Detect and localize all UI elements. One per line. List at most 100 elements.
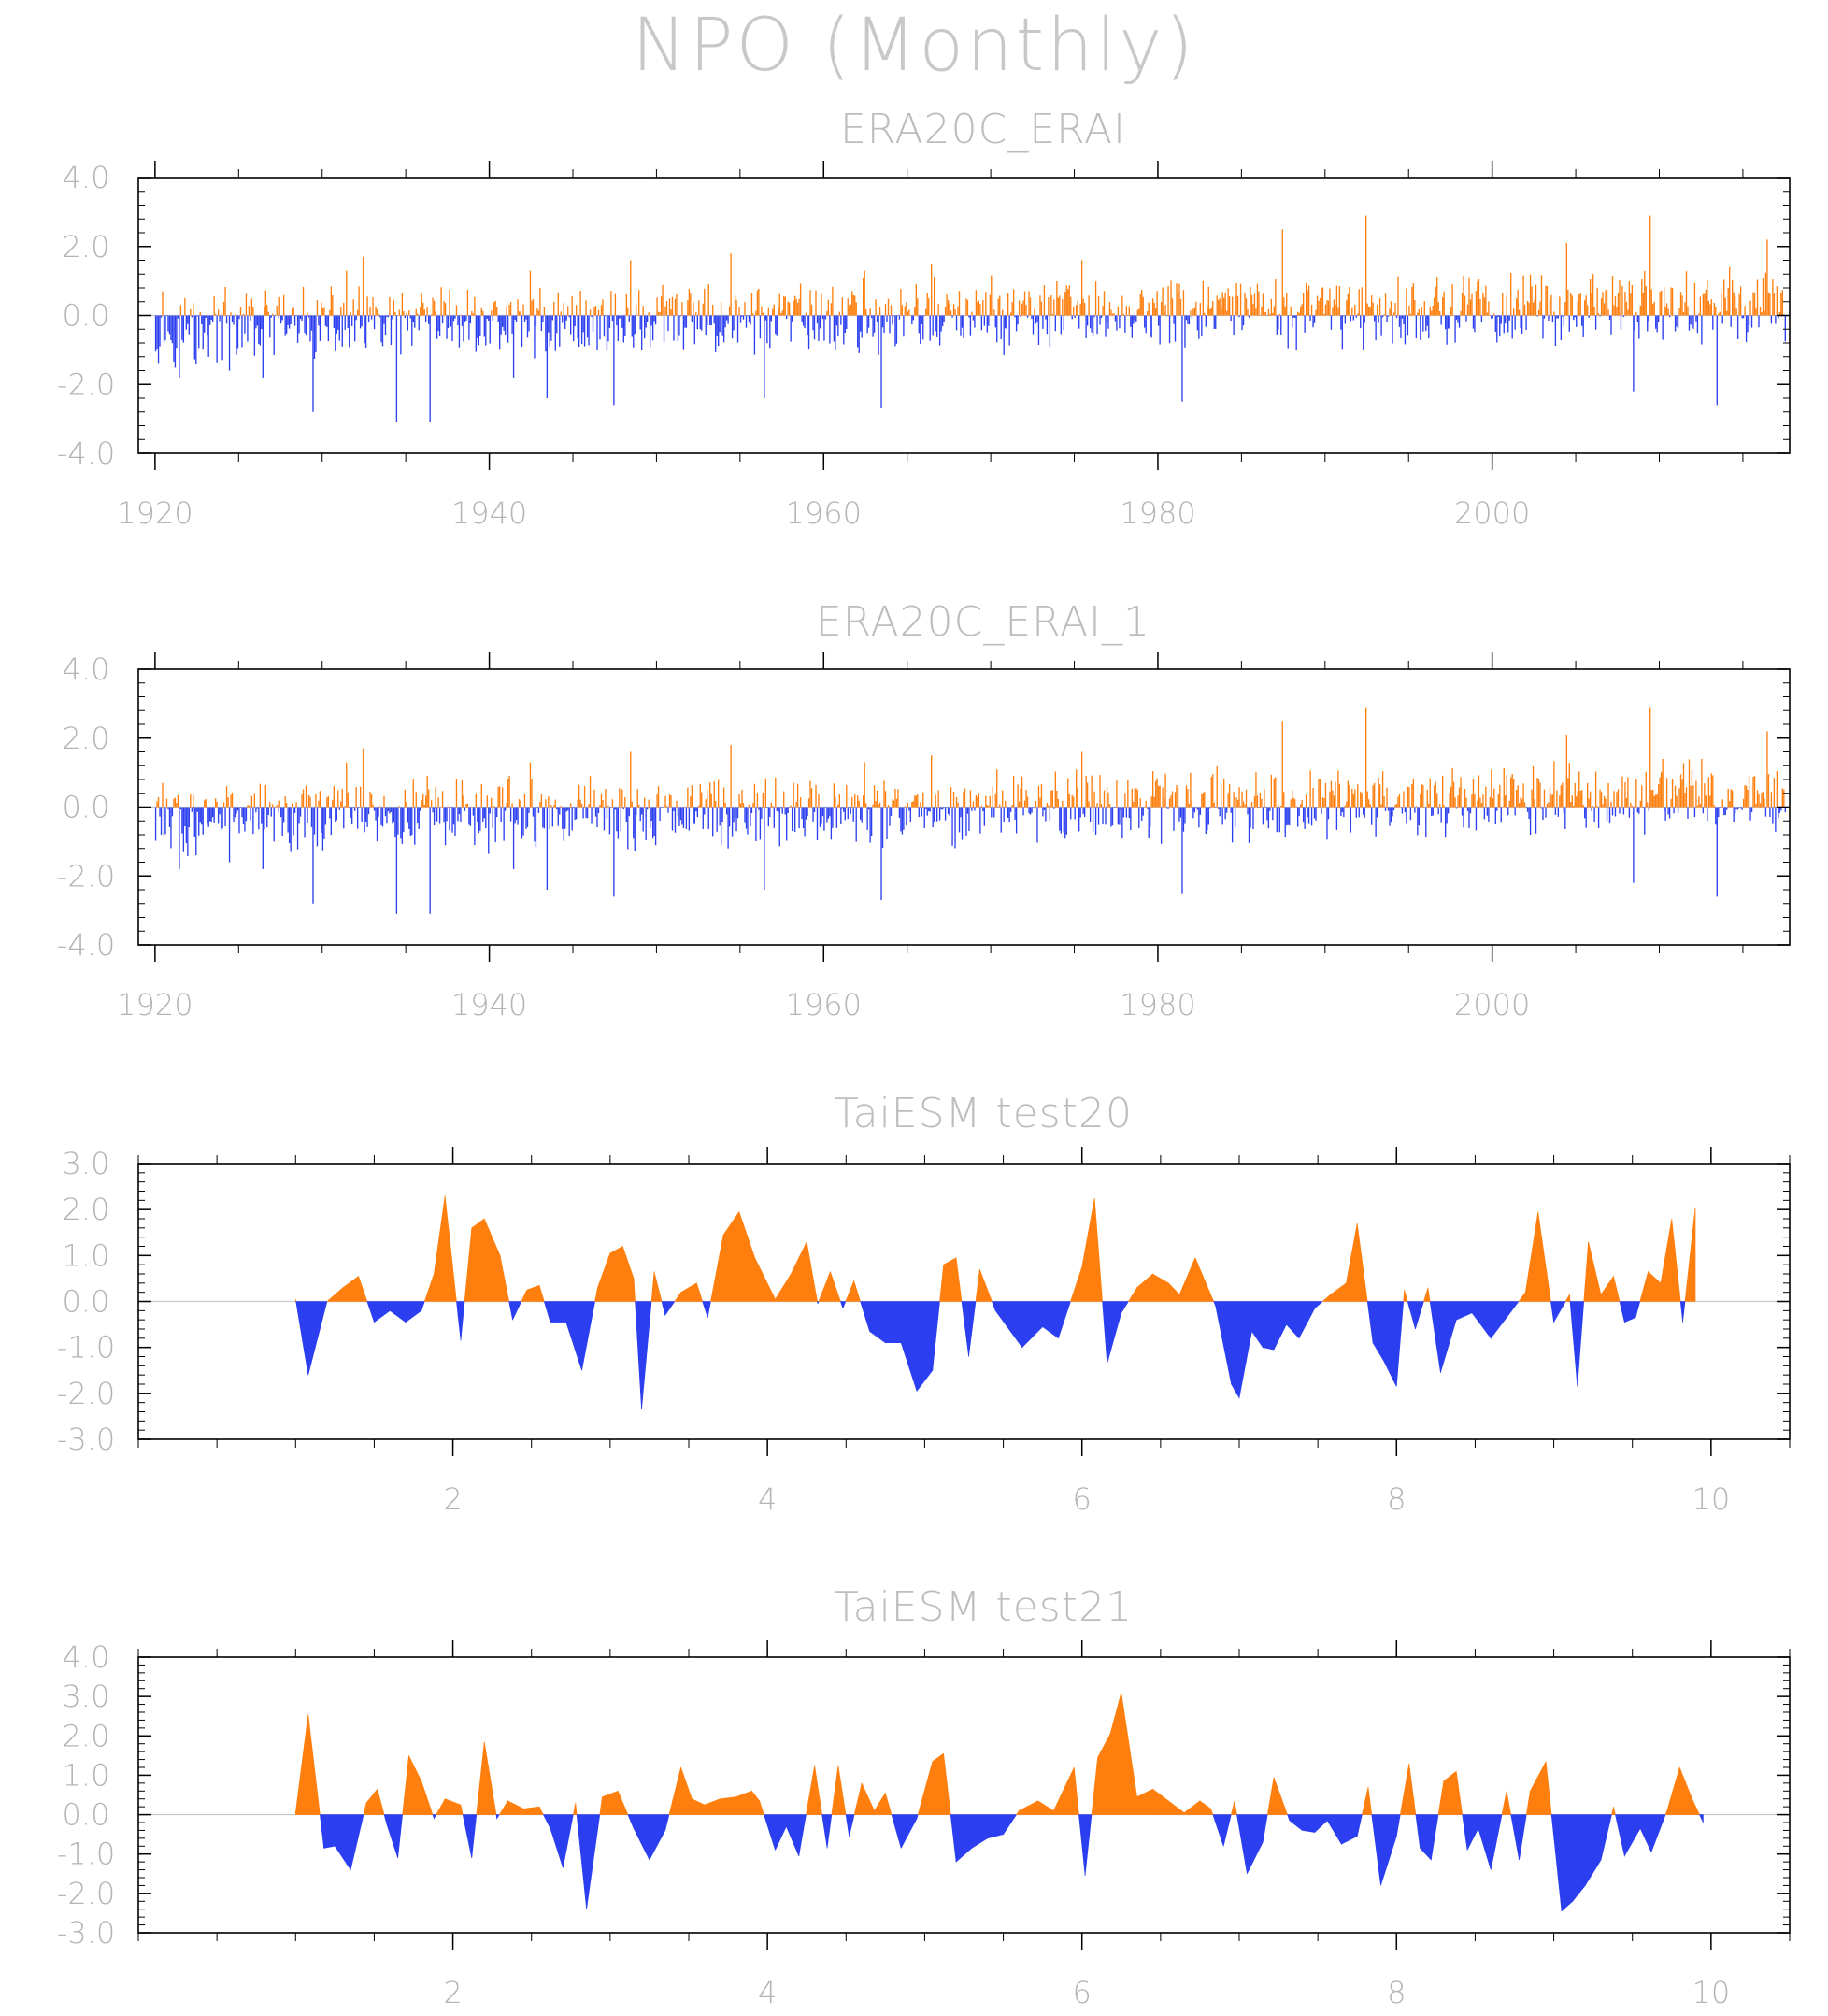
area-segment	[1466, 1814, 1479, 1851]
data-bar	[1179, 298, 1182, 316]
data-bar	[302, 789, 305, 808]
data-bar	[1681, 295, 1683, 316]
data-bar	[837, 804, 839, 808]
area-segment	[1286, 1301, 1300, 1339]
data-bar	[1622, 315, 1625, 318]
data-bar	[636, 315, 638, 316]
data-bar	[624, 315, 626, 336]
data-bar	[283, 807, 285, 823]
data-bar	[529, 270, 532, 316]
data-bar	[949, 303, 950, 316]
data-bar	[1125, 807, 1128, 818]
data-bar	[947, 807, 950, 815]
data-bar	[162, 291, 164, 316]
data-bar	[999, 295, 1001, 316]
data-bar	[1483, 807, 1486, 820]
data-bar	[975, 290, 978, 316]
data-bar	[293, 315, 296, 326]
data-bar	[1333, 299, 1335, 316]
data-bar	[199, 807, 201, 823]
data-bar	[472, 807, 475, 816]
data-bar	[1394, 303, 1396, 316]
area-segment	[1678, 1766, 1692, 1815]
data-bar	[1578, 771, 1580, 808]
data-bar	[305, 315, 307, 336]
data-bar	[479, 315, 481, 336]
area-segment	[916, 1814, 919, 1819]
data-bar	[310, 807, 313, 827]
data-bar	[503, 315, 505, 331]
data-bar	[961, 807, 964, 840]
data-bar	[1676, 315, 1678, 327]
data-bar	[1542, 807, 1544, 821]
data-bar	[508, 775, 510, 808]
data-bar	[1414, 299, 1416, 316]
area-segment	[1490, 1814, 1503, 1870]
data-bar	[1649, 215, 1651, 316]
y-tick-label: 2.0	[63, 721, 110, 756]
data-bar	[748, 315, 750, 323]
data-bar	[217, 807, 220, 824]
data-bar	[830, 303, 833, 316]
data-bar	[1011, 302, 1013, 316]
x-tick-label: 8	[1387, 1481, 1406, 1517]
data-bar	[1733, 807, 1735, 822]
data-bar	[1287, 807, 1289, 825]
area-segment	[839, 1301, 844, 1308]
data-bar	[1658, 784, 1660, 808]
data-bar	[520, 800, 521, 808]
data-bar	[436, 807, 438, 822]
data-bar	[1411, 783, 1413, 808]
data-bar	[1772, 279, 1774, 316]
data-bar	[861, 315, 863, 338]
area-segment	[764, 1814, 776, 1851]
data-bar	[823, 807, 825, 831]
data-bar	[864, 803, 867, 808]
data-bar	[411, 807, 413, 836]
data-bar	[586, 315, 589, 338]
data-bar	[1099, 775, 1101, 808]
data-bar	[408, 310, 410, 316]
data-bar	[351, 807, 353, 825]
area-segment	[565, 1301, 582, 1371]
data-bar	[630, 751, 632, 808]
data-bar	[159, 807, 161, 817]
data-bar	[176, 802, 178, 808]
data-bar	[156, 801, 158, 808]
data-bar	[1065, 807, 1067, 835]
data-bar	[238, 807, 240, 834]
data-bar	[1573, 805, 1575, 808]
data-bar	[511, 315, 513, 334]
data-bar	[400, 315, 402, 355]
data-bar	[309, 315, 311, 342]
data-bar	[923, 315, 925, 316]
data-bar	[1239, 283, 1242, 316]
data-bar	[575, 305, 578, 316]
area-segment	[968, 1301, 977, 1357]
data-bar	[1064, 807, 1066, 839]
data-bar	[423, 309, 425, 316]
data-bar	[1721, 315, 1723, 324]
data-bar	[1744, 784, 1746, 808]
data-bar	[415, 792, 417, 808]
data-bar	[801, 807, 803, 820]
data-bar	[1515, 298, 1518, 316]
data-bar	[296, 807, 299, 850]
area-segment	[1152, 1788, 1169, 1815]
data-bar	[1029, 807, 1032, 815]
data-bar	[1645, 771, 1647, 808]
data-bar	[1043, 807, 1046, 811]
data-bar	[934, 807, 935, 822]
data-bar	[1705, 289, 1707, 316]
data-bar	[855, 807, 857, 842]
data-bar	[165, 798, 168, 808]
data-bar	[728, 306, 731, 316]
area-segment	[1273, 1777, 1288, 1815]
data-bar	[835, 315, 838, 326]
data-bar	[818, 793, 820, 808]
data-bar	[1679, 774, 1682, 808]
data-bar	[1508, 315, 1510, 321]
data-bar	[1565, 243, 1567, 316]
data-bar	[1290, 799, 1292, 808]
data-bar	[713, 781, 715, 808]
